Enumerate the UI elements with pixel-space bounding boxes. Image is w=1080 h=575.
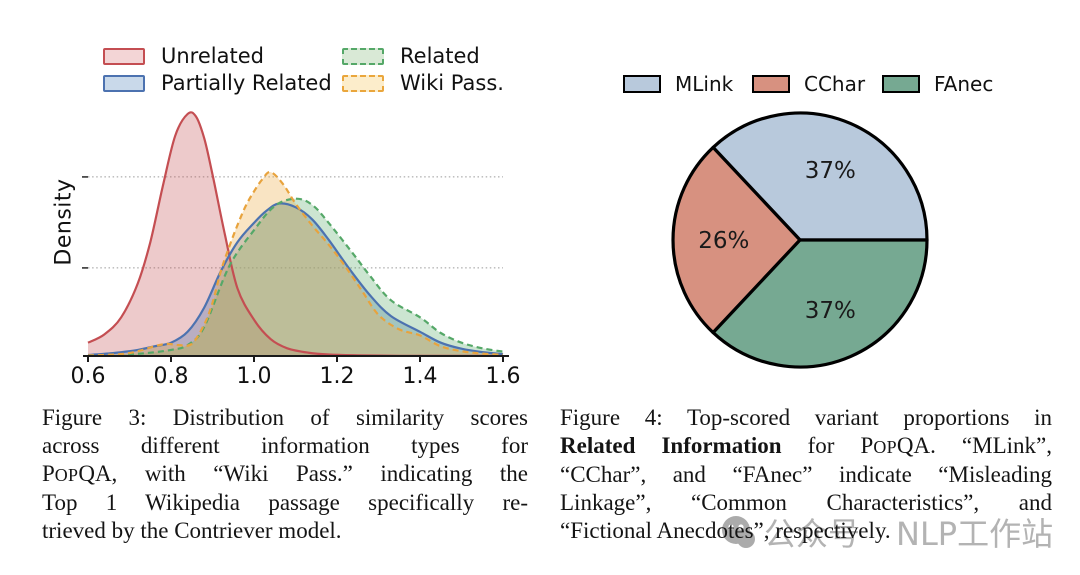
x-tick-label: 1.0	[237, 364, 272, 389]
legend-swatch-mlink	[623, 75, 661, 93]
fig4-legend-item-cchar: CChar	[752, 72, 866, 96]
legend-label: Related	[400, 44, 480, 68]
legend-label: Unrelated	[161, 44, 264, 68]
density-curve-wiki-pass-	[87, 170, 504, 357]
watermark: 公众号 NLP工作站	[720, 509, 1053, 555]
legend-swatch-partially-related	[103, 74, 145, 92]
pie-slice-cchar	[671, 145, 802, 335]
density-curve-related	[87, 197, 504, 357]
x-tick-label: 1.2	[320, 364, 355, 389]
caption-line: Figure 3: Distribution of similarity sco…	[42, 405, 528, 430]
caption-line: Linkage”, “Common Characteristics”, and	[560, 490, 1052, 515]
legend-label: Wiki Pass.	[400, 71, 504, 95]
legend-label: MLink	[675, 72, 734, 96]
caption-line: Top 1 Wikipedia passage specifically re-	[42, 490, 528, 515]
caption-line: POPQA, with “Wiki Pass.” indicating the	[42, 461, 528, 486]
caption-line: across different information types for	[42, 433, 528, 458]
legend-swatch-fanec	[882, 75, 920, 93]
legend-swatch-wiki-pass	[342, 74, 384, 92]
caption-line: “Fictional Anecdotes”, respectively.	[560, 518, 891, 543]
fig4-legend-item-mlink: MLink	[623, 72, 734, 96]
watermark-text-left: 公众号	[764, 515, 861, 553]
legend-swatch-related	[342, 47, 384, 65]
density-plot: 0.6 0.8 1.0 1.2 1.4 1.6	[71, 111, 521, 389]
fig3-legend-item-partially-related: Partially Related	[103, 71, 332, 95]
x-tick-label: 0.8	[154, 364, 189, 389]
fig3-legend-item-related: Related	[342, 44, 480, 68]
density-area-wiki-pass-	[88, 172, 503, 356]
density-area-related	[88, 198, 503, 356]
caption-line: Related Information for POPQA. “MLink”,	[560, 433, 1052, 458]
legend-swatch-unrelated	[103, 47, 145, 65]
legend-label: Partially Related	[161, 71, 332, 95]
fig3-legend-item-wiki-pass: Wiki Pass.	[342, 71, 504, 95]
pie-label-cchar: 26%	[698, 228, 749, 254]
fig4-legend-item-fanec: FAnec	[882, 72, 994, 96]
watermark-text-right: NLP工作站	[896, 515, 1054, 553]
fig3-caption: Figure 3: Distribution of similarity sco…	[42, 404, 528, 545]
x-tick-label: 1.6	[486, 364, 521, 389]
fig4-caption: Figure 4: Top-scored variant proportions…	[560, 404, 1052, 545]
density-area-partially-related	[88, 203, 503, 356]
x-tick-label: 0.6	[71, 364, 106, 389]
caption-line: Figure 4: Top-scored variant proportions…	[560, 405, 1052, 430]
pie-slice-fanec	[711, 238, 929, 369]
pie-label-fanec: 37%	[805, 298, 856, 324]
legend-label: FAnec	[934, 72, 994, 96]
caption-line: “CChar”, and “FAnec” indicate “Misleadin…	[560, 462, 1052, 487]
fig3-legend-item-unrelated: Unrelated	[103, 44, 264, 68]
pie-chart: 37% 26% 37%	[671, 111, 929, 369]
wechat-icon	[722, 516, 755, 548]
caption-line: trieved by the Contriever model.	[42, 518, 342, 543]
legend-swatch-cchar	[752, 75, 790, 93]
x-tick-label: 1.4	[403, 364, 438, 389]
pie-label-mlink: 37%	[805, 158, 856, 184]
pie-slice-mlink	[711, 111, 929, 242]
density-area-unrelated	[88, 112, 503, 356]
legend-label: CChar	[804, 72, 866, 96]
